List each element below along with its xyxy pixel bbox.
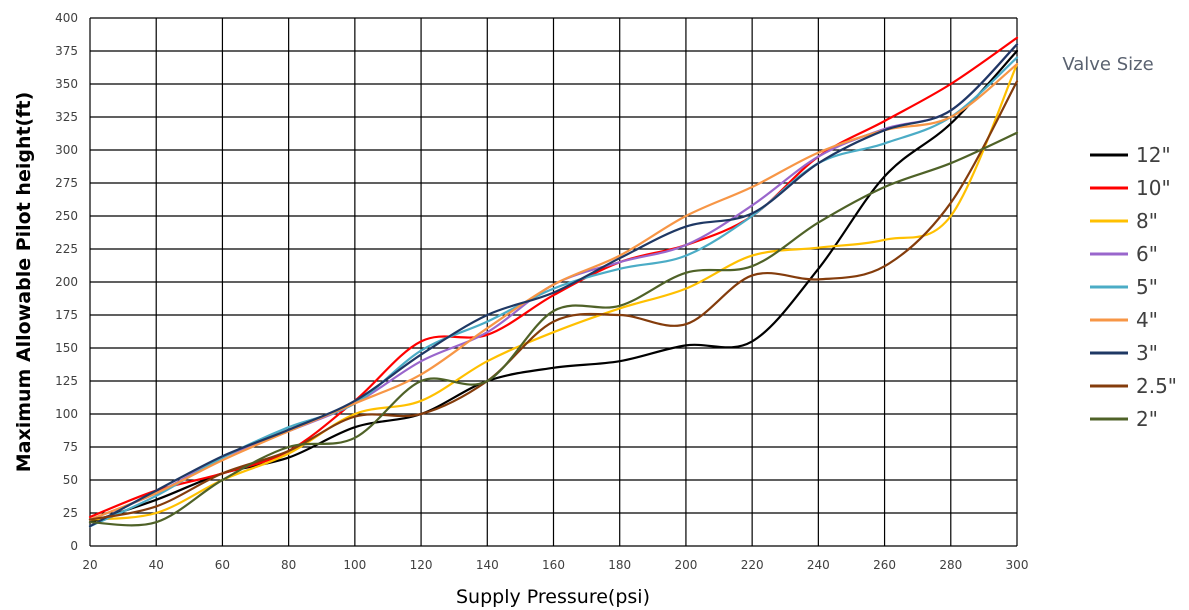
x-tick-label: 160 xyxy=(542,558,565,572)
y-tick-label: 250 xyxy=(55,209,78,223)
series-line xyxy=(88,63,1019,521)
y-tick-label: 300 xyxy=(55,143,78,157)
series-line xyxy=(88,43,1019,528)
y-tick-label: 200 xyxy=(55,275,78,289)
y-tick-label: 25 xyxy=(63,506,78,520)
x-tick-label: 100 xyxy=(343,558,366,572)
x-tick-label: 60 xyxy=(215,558,230,572)
legend-entry-label: 8" xyxy=(1136,209,1158,233)
legend-entry-label: 6" xyxy=(1136,242,1158,266)
legend-entry-label: 3" xyxy=(1136,341,1158,365)
y-tick-label: 150 xyxy=(55,341,78,355)
legend-entry-label: 2.5" xyxy=(1136,374,1177,398)
series-line xyxy=(88,131,1019,527)
x-tick-label: 240 xyxy=(807,558,830,572)
x-tick-label: 200 xyxy=(674,558,697,572)
y-tick-label: 0 xyxy=(70,539,78,553)
legend-entry-label: 5" xyxy=(1136,275,1158,299)
y-tick-label: 125 xyxy=(55,374,78,388)
y-tick-label: 175 xyxy=(55,308,78,322)
y-tick-label: 350 xyxy=(55,77,78,91)
y-tick-label: 275 xyxy=(55,176,78,190)
y-tick-label: 325 xyxy=(55,110,78,124)
x-tick-label: 300 xyxy=(1006,558,1029,572)
x-tick-label: 40 xyxy=(149,558,164,572)
legend: 12" 10" 8" 6" 5" 4" 3" 2.5" 2" xyxy=(1090,143,1177,431)
legend-entry-label: 12" xyxy=(1136,143,1171,167)
x-tick-label: 220 xyxy=(741,558,764,572)
y-tick-label: 75 xyxy=(63,440,78,454)
x-tick-label: 120 xyxy=(410,558,433,572)
y-tick-label: 375 xyxy=(55,44,78,58)
legend-entry-label: 4" xyxy=(1136,308,1158,332)
x-tick-label: 180 xyxy=(608,558,631,572)
legend-title: Valve Size xyxy=(1062,54,1153,75)
series-line xyxy=(88,63,1019,521)
x-axis-ticks: 20 40 60 80 100 120 140 160 180 200 220 240 260 280 30… xyxy=(82,558,1028,572)
x-tick-label: 280 xyxy=(939,558,962,572)
x-tick-label: 20 xyxy=(82,558,97,572)
y-axis-ticks: 0 25 50 75 100 125 150 175 200 225 250 275 300 325 350… xyxy=(55,11,78,553)
y-tick-label: 50 xyxy=(63,473,78,487)
y-tick-label: 400 xyxy=(55,11,78,25)
y-axis-title: Maximum Allowable Pilot height(ft) xyxy=(13,92,35,473)
series-lines xyxy=(88,36,1019,528)
y-tick-label: 100 xyxy=(55,407,78,421)
y-tick-label: 225 xyxy=(55,242,78,256)
x-tick-label: 140 xyxy=(476,558,499,572)
legend-entry-label: 2" xyxy=(1136,407,1158,431)
x-tick-label: 80 xyxy=(281,558,296,572)
legend-entry-label: 10" xyxy=(1136,176,1171,200)
x-axis-title: Supply Pressure(psi) xyxy=(456,586,650,608)
x-tick-label: 260 xyxy=(873,558,896,572)
